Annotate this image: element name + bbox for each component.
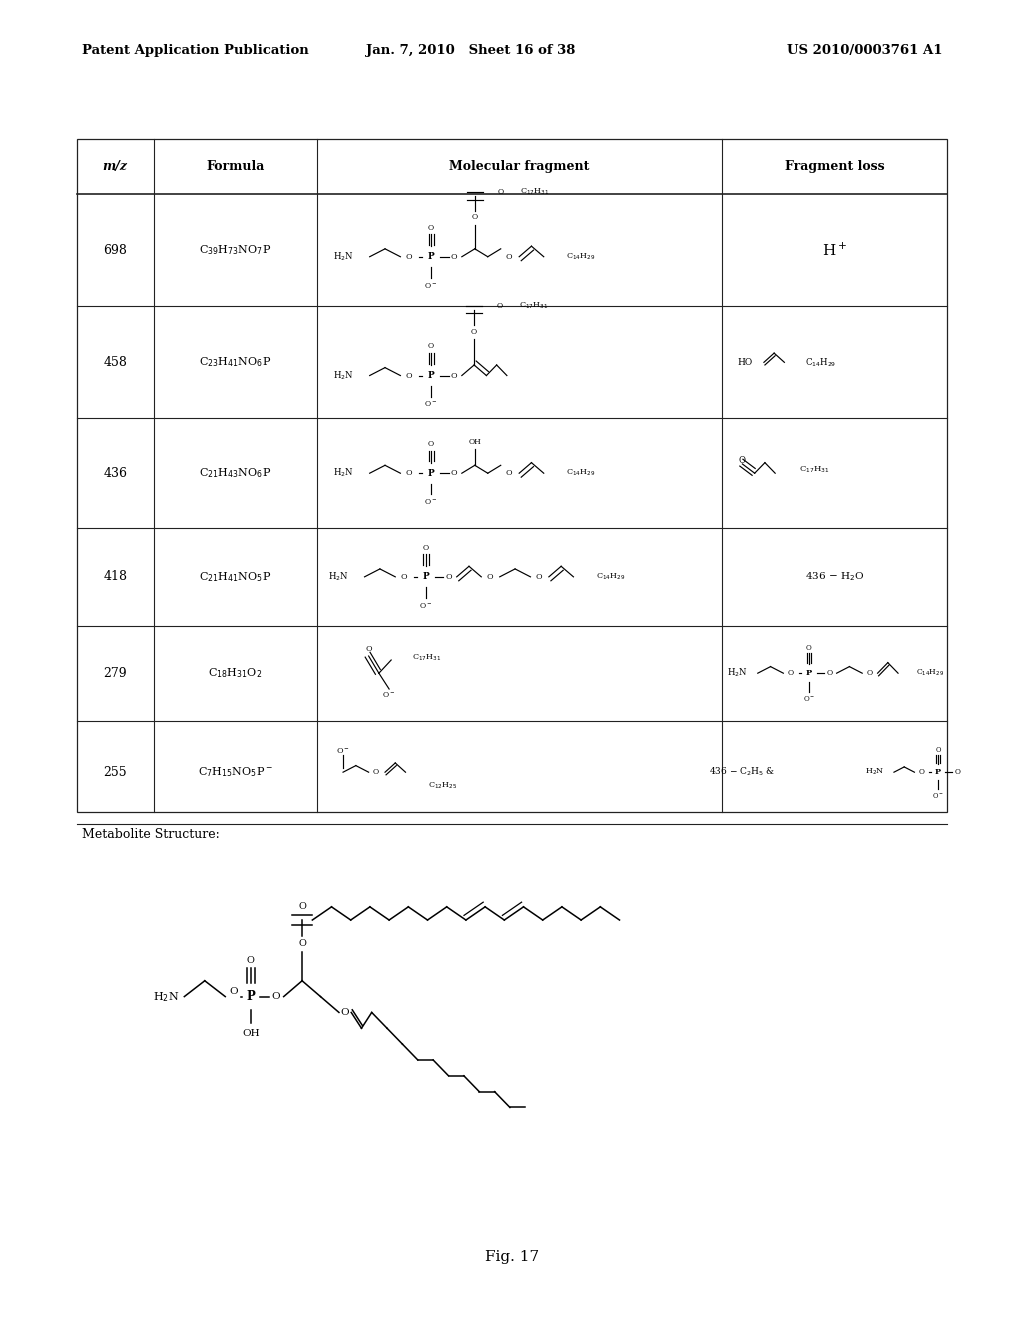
Text: O: O [497, 301, 503, 310]
Text: O: O [498, 187, 504, 197]
Text: O: O [229, 987, 238, 995]
Text: Fragment loss: Fragment loss [784, 160, 885, 173]
Text: O: O [406, 371, 412, 380]
Text: O$^-$: O$^-$ [382, 690, 396, 701]
Text: Patent Application Publication: Patent Application Publication [82, 44, 308, 57]
Text: O: O [739, 455, 745, 465]
Text: OH: OH [469, 437, 481, 446]
Text: 698: 698 [103, 244, 127, 256]
Text: C$_{17}$H$_{31}$: C$_{17}$H$_{31}$ [519, 301, 549, 310]
Text: 458: 458 [103, 356, 127, 368]
Text: O$^-$: O$^-$ [932, 792, 944, 800]
Text: O: O [451, 371, 457, 380]
Text: O: O [806, 644, 812, 652]
Text: H$_2$N: H$_2$N [153, 990, 179, 1003]
Text: O: O [298, 902, 306, 911]
Text: O: O [826, 669, 833, 677]
Text: 436: 436 [103, 467, 127, 479]
Text: P: P [428, 252, 434, 261]
Text: C$_{23}$H$_{41}$NO$_6$P: C$_{23}$H$_{41}$NO$_6$P [200, 355, 271, 370]
Text: C$_{14}$H$_{29}$: C$_{14}$H$_{29}$ [566, 252, 596, 261]
Text: C$_{14}$H$_{29}$: C$_{14}$H$_{29}$ [596, 572, 626, 582]
Text: O: O [787, 669, 794, 677]
Text: O: O [406, 252, 412, 261]
Text: O: O [247, 957, 255, 965]
Text: O: O [428, 440, 434, 449]
Text: C$_{14}$H$_{29}$: C$_{14}$H$_{29}$ [805, 356, 837, 368]
Text: C$_7$H$_{15}$NO$_5$P$^-$: C$_7$H$_{15}$NO$_5$P$^-$ [198, 766, 273, 779]
Text: OH: OH [242, 1030, 260, 1038]
Text: O: O [445, 573, 452, 581]
Text: P: P [935, 768, 941, 776]
Text: O: O [919, 768, 925, 776]
Text: C$_{12}$H$_{25}$: C$_{12}$H$_{25}$ [428, 780, 458, 791]
Text: O: O [451, 252, 457, 261]
Text: 279: 279 [103, 667, 127, 680]
Text: O: O [298, 940, 306, 948]
Text: m/z: m/z [102, 160, 128, 173]
Text: Jan. 7, 2010   Sheet 16 of 38: Jan. 7, 2010 Sheet 16 of 38 [367, 44, 575, 57]
Text: Molecular fragment: Molecular fragment [450, 160, 590, 173]
Text: O$^-$: O$^-$ [424, 400, 438, 409]
Text: C$_{18}$H$_{31}$O$_2$: C$_{18}$H$_{31}$O$_2$ [209, 667, 262, 680]
Text: H$_2$N: H$_2$N [333, 370, 353, 381]
Text: O: O [472, 213, 478, 222]
Text: O: O [471, 327, 477, 337]
Text: O: O [506, 252, 512, 261]
Text: C$_{17}$H$_{31}$: C$_{17}$H$_{31}$ [520, 187, 550, 197]
Bar [77, 139, 947, 812]
Text: O$^-$: O$^-$ [424, 281, 438, 290]
Text: H$_2$N: H$_2$N [328, 570, 348, 583]
Text: H$_2$N: H$_2$N [333, 467, 353, 479]
Text: 418: 418 [103, 570, 127, 583]
Text: O$^-$: O$^-$ [424, 498, 438, 507]
Text: P: P [423, 573, 429, 581]
Text: P: P [247, 990, 255, 1003]
Text: C$_{21}$H$_{43}$NO$_6$P: C$_{21}$H$_{43}$NO$_6$P [200, 466, 271, 480]
Text: O: O [954, 768, 961, 776]
Text: O: O [271, 993, 280, 1001]
Text: H$_2$N: H$_2$N [865, 767, 885, 777]
Text: C$_{14}$H$_{29}$: C$_{14}$H$_{29}$ [916, 668, 944, 678]
Text: P: P [806, 669, 812, 677]
Text: C$_{21}$H$_{41}$NO$_5$P: C$_{21}$H$_{41}$NO$_5$P [200, 570, 271, 583]
Text: O: O [341, 1008, 349, 1016]
Text: O: O [451, 469, 457, 478]
Text: C$_{39}$H$_{73}$NO$_7$P: C$_{39}$H$_{73}$NO$_7$P [200, 243, 271, 257]
Text: Formula: Formula [206, 160, 265, 173]
Text: O: O [536, 573, 542, 581]
Text: 255: 255 [103, 766, 127, 779]
Text: O: O [373, 768, 379, 776]
Text: O: O [423, 544, 429, 552]
Text: US 2010/0003761 A1: US 2010/0003761 A1 [786, 44, 942, 57]
Text: H$_2$N: H$_2$N [727, 667, 748, 680]
Text: C$_{14}$H$_{29}$: C$_{14}$H$_{29}$ [566, 469, 596, 478]
Text: O: O [428, 223, 434, 232]
Text: Fig. 17: Fig. 17 [485, 1250, 539, 1263]
Text: O$^-$: O$^-$ [419, 601, 433, 611]
Text: O: O [935, 746, 941, 754]
Text: 436 $-$ C$_2$H$_5$ &: 436 $-$ C$_2$H$_5$ & [710, 766, 775, 779]
Text: H$_2$N: H$_2$N [333, 251, 353, 263]
Text: O: O [366, 645, 372, 653]
Text: C$_{17}$H$_{31}$: C$_{17}$H$_{31}$ [412, 652, 441, 663]
Text: C$_{17}$H$_{31}$: C$_{17}$H$_{31}$ [799, 465, 829, 474]
Text: O$^-$: O$^-$ [803, 694, 815, 702]
Text: P: P [428, 371, 434, 380]
Text: H$^+$: H$^+$ [822, 242, 847, 259]
Text: O: O [506, 469, 512, 478]
Text: O: O [486, 573, 493, 581]
Text: P: P [428, 469, 434, 478]
Text: O$^-$: O$^-$ [336, 746, 350, 756]
Text: O: O [866, 669, 872, 677]
Text: Metabolite Structure:: Metabolite Structure: [82, 828, 220, 841]
Text: O: O [406, 469, 412, 478]
Text: 436 $-$ H$_2$O: 436 $-$ H$_2$O [805, 570, 864, 583]
Text: O: O [400, 573, 407, 581]
Text: O: O [428, 342, 434, 351]
Text: HO: HO [737, 358, 753, 367]
